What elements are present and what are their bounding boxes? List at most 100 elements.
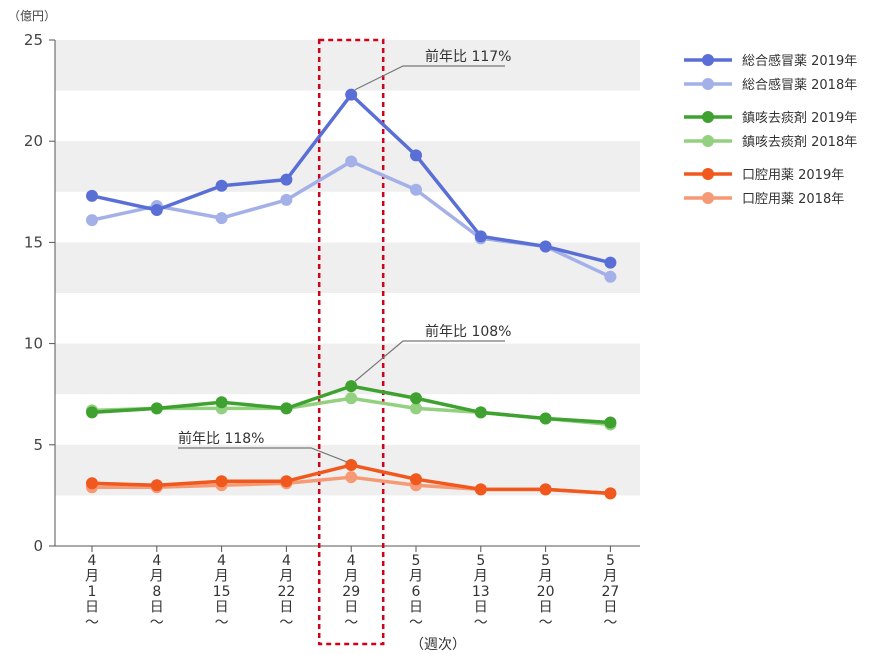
- data-point: [150, 204, 163, 217]
- x-tick-label: 〜: [344, 615, 358, 631]
- x-tick-label: 8: [152, 584, 161, 600]
- data-point: [86, 406, 98, 419]
- annotation-label: 前年比 117%: [425, 48, 511, 65]
- data-point: [604, 416, 617, 429]
- background-bands: [55, 40, 640, 496]
- data-point: [604, 270, 617, 283]
- data-point: [150, 402, 163, 415]
- data-point: [280, 475, 293, 488]
- data-point: [280, 402, 293, 415]
- data-point: [86, 214, 98, 227]
- data-point: [345, 459, 358, 472]
- y-tick-label: 0: [33, 537, 43, 555]
- x-tick-label: 月: [539, 569, 553, 585]
- x-tick-label: 6: [412, 584, 421, 600]
- data-point: [215, 212, 228, 225]
- x-tick-label: 月: [603, 569, 617, 585]
- x-tick-label: 4: [217, 553, 226, 569]
- legend-swatch-marker: [702, 78, 714, 90]
- data-point: [410, 473, 422, 486]
- x-tick-label: 日: [279, 600, 293, 616]
- x-tick-label: 5: [541, 553, 550, 569]
- x-tick-label: 〜: [279, 615, 293, 631]
- data-point: [410, 402, 422, 415]
- x-tick-label: 日: [474, 600, 488, 616]
- data-point: [345, 392, 358, 405]
- x-tick-label: 22: [277, 584, 295, 600]
- annotation-leader: [354, 340, 505, 382]
- x-tick-label: 29: [342, 584, 360, 600]
- y-tick-label: 15: [24, 233, 43, 251]
- data-point: [86, 477, 98, 490]
- x-tick-label: 5: [476, 553, 485, 569]
- data-point: [345, 88, 358, 101]
- x-axis-ticks: 4月1日〜4月8日〜4月15日〜4月22日〜4月29日〜5月6日〜5月13日〜5…: [85, 546, 619, 653]
- series-lines: [86, 88, 617, 500]
- legend-swatch-marker: [702, 135, 714, 147]
- legend-swatch-marker: [702, 168, 714, 180]
- y-axis-ticks: 0 5 10 15 20 25 （億円）: [8, 9, 56, 555]
- axes: [54, 40, 640, 547]
- x-axis-label: （週次）: [410, 637, 466, 653]
- legend-label: 鎮咳去痰剤 2019年: [742, 110, 857, 126]
- x-tick-label: 〜: [150, 615, 164, 631]
- x-tick-label: 日: [344, 600, 358, 616]
- data-point: [215, 475, 228, 488]
- data-point: [474, 406, 487, 419]
- x-tick-label: 〜: [85, 615, 99, 631]
- legend-swatch-marker: [702, 111, 714, 123]
- legend-swatch-marker: [702, 54, 714, 66]
- x-tick-label: 月: [85, 569, 99, 585]
- x-tick-label: 月: [150, 569, 164, 585]
- x-tick-label: 日: [603, 600, 617, 616]
- annotation-label: 前年比 118%: [178, 430, 264, 447]
- x-tick-label: 日: [539, 600, 553, 616]
- legend-label: 口腔用薬 2019年: [742, 168, 844, 183]
- highlight-rect: [317, 38, 385, 646]
- background-band: [55, 40, 640, 91]
- x-tick-label: 15: [213, 584, 231, 600]
- y-tick-label: 25: [24, 31, 43, 49]
- data-point: [410, 183, 422, 196]
- data-point: [539, 483, 552, 496]
- data-point: [604, 487, 617, 500]
- x-tick-label: 月: [474, 569, 488, 585]
- x-tick-label: 月: [279, 569, 293, 585]
- y-tick-label: 10: [24, 335, 43, 353]
- data-point: [604, 256, 617, 269]
- legend-swatch-marker: [702, 192, 714, 204]
- data-point: [474, 483, 487, 496]
- y-tick-label: 5: [33, 436, 43, 454]
- legend-label: 総合感冒薬 2018年: [742, 77, 857, 93]
- data-point: [215, 396, 228, 409]
- x-tick-label: 月: [344, 569, 358, 585]
- y-axis-unit: （億円）: [8, 9, 56, 23]
- x-tick-label: 4: [347, 553, 356, 569]
- x-tick-label: 4: [282, 553, 291, 569]
- data-point: [86, 189, 98, 202]
- x-tick-label: 〜: [409, 615, 423, 631]
- x-tick-label: 日: [150, 600, 164, 616]
- x-tick-label: 〜: [215, 615, 229, 631]
- highlight-box: [317, 38, 385, 646]
- x-tick-label: 5: [412, 553, 421, 569]
- x-tick-label: 〜: [474, 615, 488, 631]
- data-point: [345, 155, 358, 168]
- x-tick-label: 13: [472, 584, 490, 600]
- data-point: [474, 230, 487, 243]
- x-tick-label: 日: [85, 600, 99, 616]
- data-point: [345, 471, 358, 484]
- data-point: [280, 173, 293, 186]
- data-point: [410, 392, 422, 405]
- legend-label: 口腔用薬 2018年: [742, 192, 844, 207]
- data-point: [345, 380, 358, 393]
- x-tick-label: 日: [409, 600, 423, 616]
- y-tick-label: 20: [24, 132, 43, 150]
- annotation-leader: [354, 65, 505, 91]
- x-tick-label: 20: [537, 584, 555, 600]
- x-tick-label: 1: [88, 584, 97, 600]
- x-tick-label: 27: [601, 584, 619, 600]
- x-tick-label: 月: [215, 569, 229, 585]
